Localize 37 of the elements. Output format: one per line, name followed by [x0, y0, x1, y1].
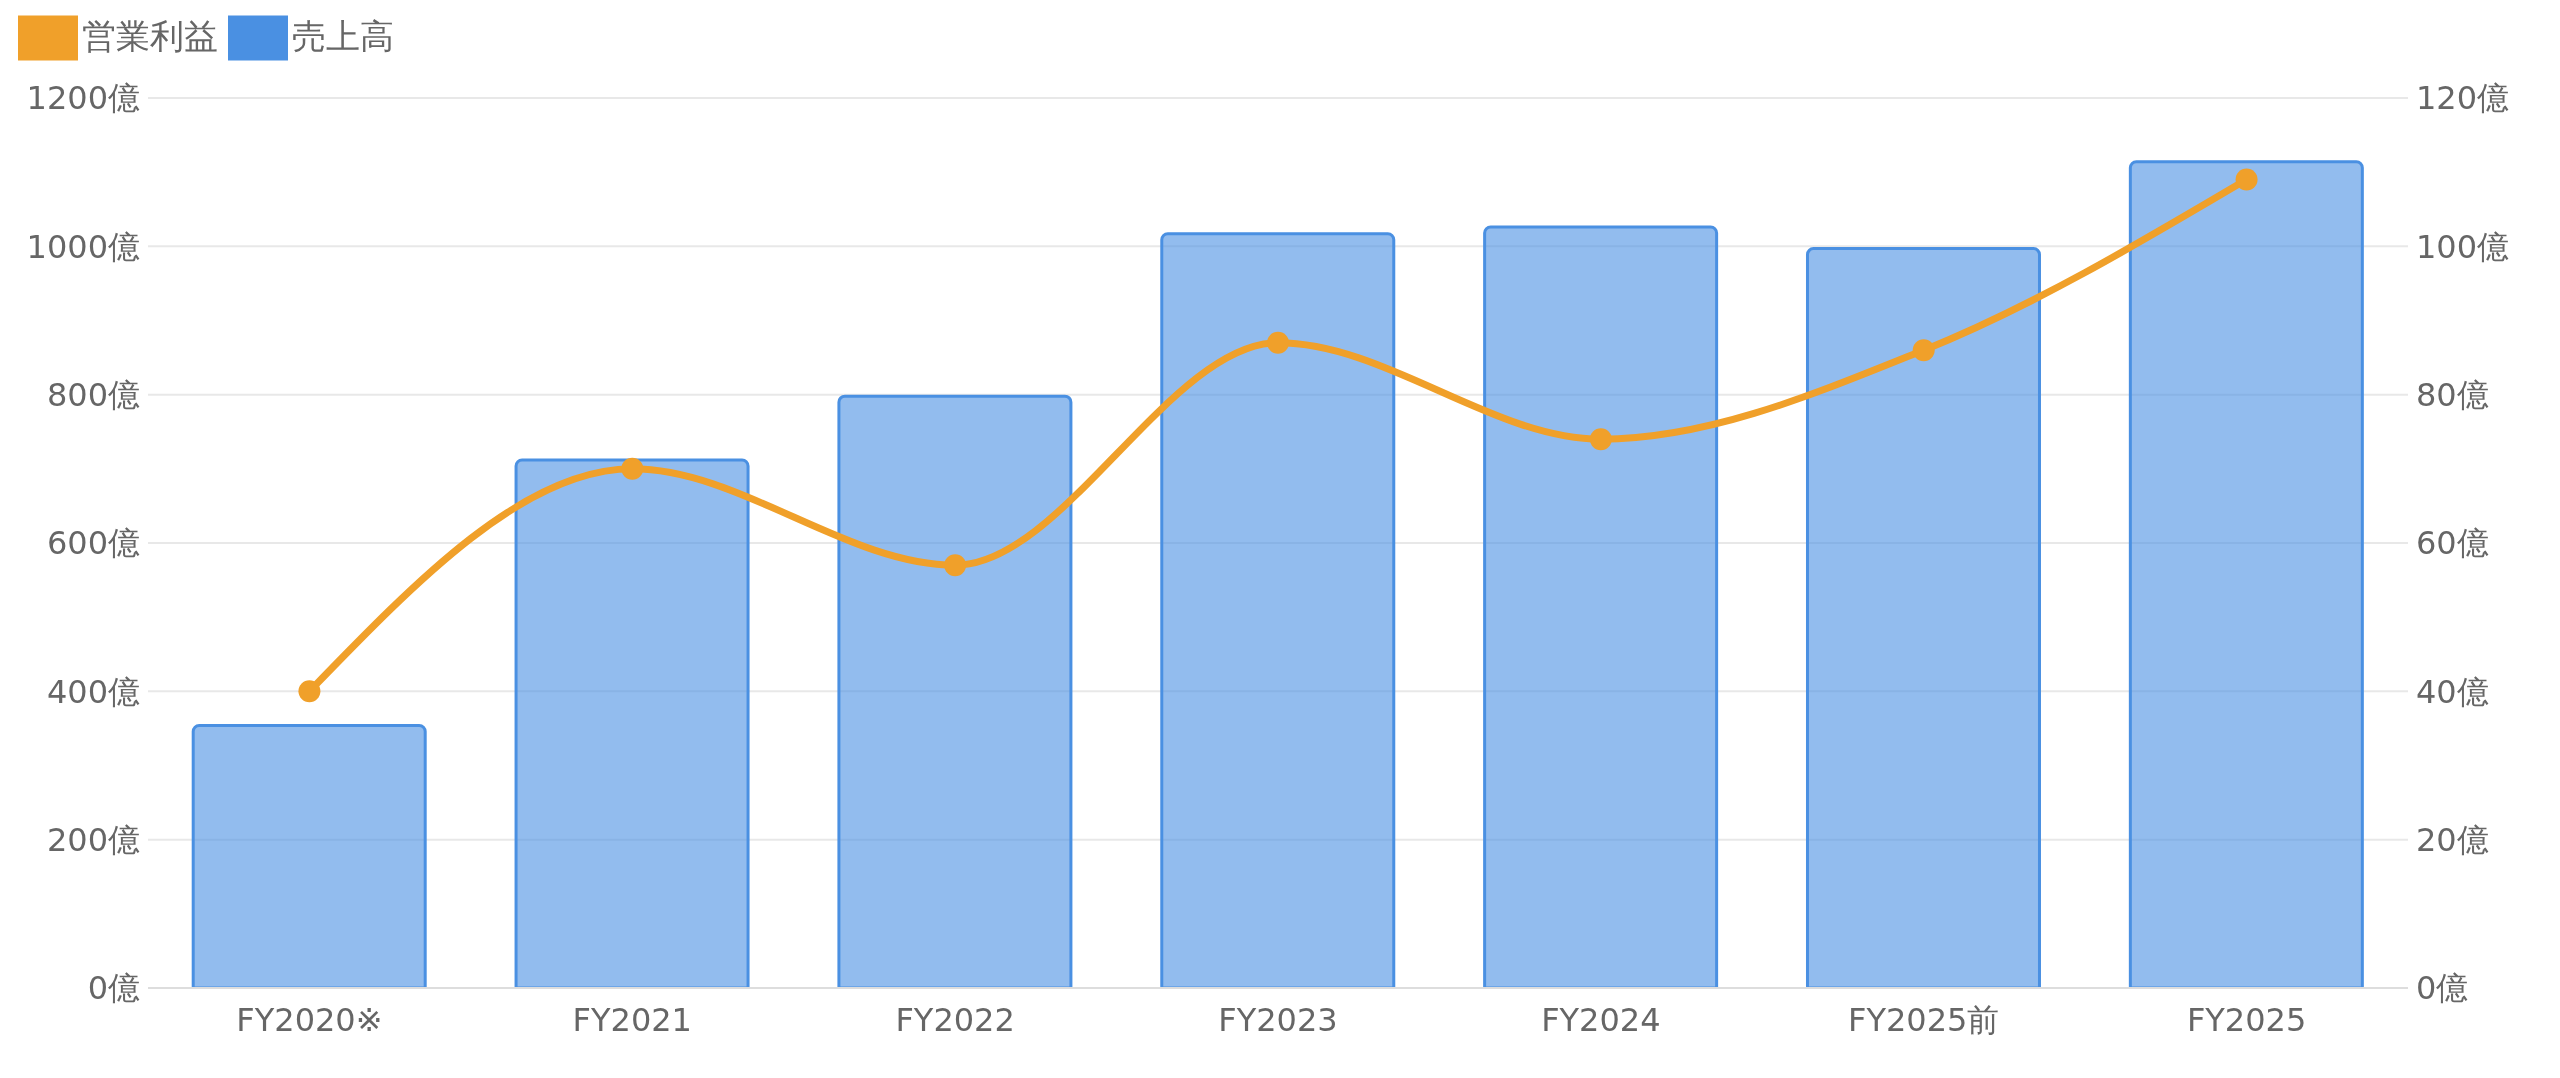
legend-label: 売上高 — [292, 15, 394, 56]
point — [1267, 331, 1289, 354]
bar — [2128, 160, 2364, 988]
y2-tick-label: 60億 — [2416, 524, 2489, 563]
bar — [1160, 232, 1396, 988]
y2-tick-label: 0億 — [2416, 969, 2469, 1008]
x-tick-label: FY2025 — [2186, 1000, 2307, 1039]
y2-tick-label: 100億 — [2416, 227, 2510, 266]
bar — [191, 723, 427, 988]
point — [944, 554, 967, 577]
bar — [1483, 225, 1719, 988]
point — [298, 680, 321, 703]
y-tick-label: 0億 — [87, 969, 140, 1008]
x-tick-label: FY2020※ — [236, 1000, 383, 1039]
y2-tick-label: 120億 — [2416, 79, 2510, 118]
x-tick-label: FY2023 — [1218, 1000, 1338, 1039]
bar — [514, 458, 750, 988]
x-tick-label: FY2025前 — [1848, 1000, 2000, 1039]
x-tick-label: FY2022 — [895, 1000, 1015, 1039]
x-tick-label: FY2024 — [1541, 1000, 1661, 1039]
legend-label: 営業利益 — [82, 15, 218, 56]
y2-tick-label: 40億 — [2416, 672, 2489, 711]
y2-tick-label: 20億 — [2416, 821, 2489, 860]
y-tick-label: 1200億 — [26, 79, 140, 118]
bar — [1805, 247, 2041, 988]
point — [621, 457, 644, 480]
point — [2235, 168, 2258, 191]
x-tick-label: FY2021 — [572, 1000, 692, 1039]
y-tick-label: 200億 — [46, 821, 140, 860]
point — [1589, 428, 1612, 451]
y2-tick-label: 80億 — [2416, 376, 2489, 415]
bar — [837, 394, 1073, 988]
y-tick-label: 600億 — [46, 524, 140, 563]
y-tick-label: 400億 — [46, 672, 140, 711]
point — [1912, 339, 1935, 362]
y-tick-label: 800億 — [46, 376, 140, 415]
y-tick-label: 1000億 — [26, 227, 140, 266]
